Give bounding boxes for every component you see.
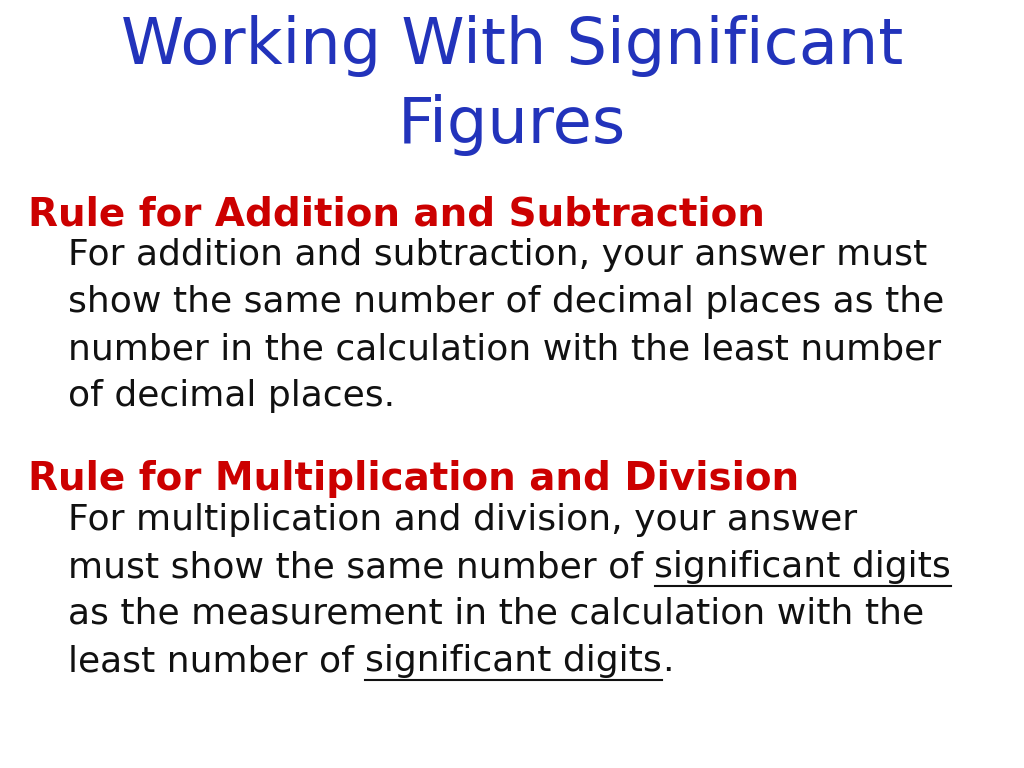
Text: Working With Significant
Figures: Working With Significant Figures [121, 15, 903, 156]
Text: show the same number of decimal places as the: show the same number of decimal places a… [68, 285, 944, 319]
Text: For multiplication and division, your answer: For multiplication and division, your an… [68, 503, 857, 537]
Text: Rule for Addition and Subtraction: Rule for Addition and Subtraction [28, 195, 765, 233]
Text: significant digits: significant digits [654, 550, 951, 584]
Text: For addition and subtraction, your answer must: For addition and subtraction, your answe… [68, 238, 928, 272]
Text: Rule for Multiplication and Division: Rule for Multiplication and Division [28, 460, 799, 498]
Text: as the measurement in the calculation with the: as the measurement in the calculation wi… [68, 597, 924, 631]
Text: significant digits: significant digits [366, 644, 663, 678]
Text: number in the calculation with the least number: number in the calculation with the least… [68, 332, 941, 366]
Text: least number of: least number of [68, 644, 366, 678]
Text: must show the same number of: must show the same number of [68, 550, 654, 584]
Text: .: . [663, 644, 674, 678]
Text: of decimal places.: of decimal places. [68, 379, 395, 413]
